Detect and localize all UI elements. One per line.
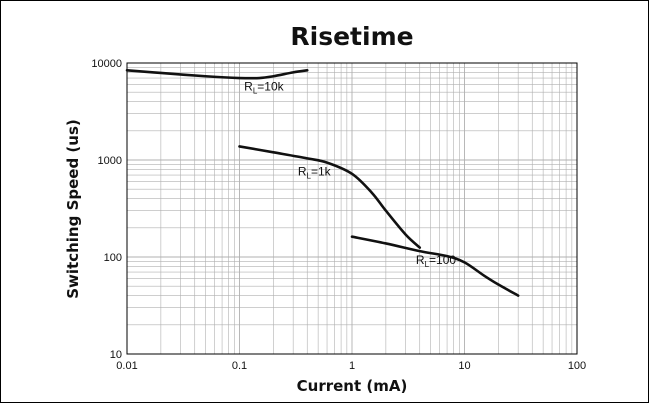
x-tick-label: 100	[568, 360, 586, 372]
series-10k-line	[125, 69, 309, 80]
y-tick-labels: 10 100 1000 10000	[91, 58, 122, 361]
label-value: =1k	[311, 165, 332, 179]
label-subscript: L	[253, 87, 258, 96]
label-main: R	[244, 80, 253, 94]
chart-title: Risetime	[290, 22, 413, 51]
label-main: R	[298, 165, 307, 179]
x-tick-label: 0.01	[116, 360, 137, 372]
plot-area-frame	[126, 62, 578, 355]
series-1k-label: RL=1k	[298, 165, 332, 181]
label-value: =100	[429, 253, 456, 267]
x-tick-labels: 0.01 0.1 1 10 100	[116, 360, 586, 372]
y-axis-label: Switching Speed (us)	[64, 119, 82, 299]
x-tick-label: 0.1	[232, 360, 247, 372]
y-tick-label: 10	[110, 349, 122, 361]
x-tick-label: 1	[349, 360, 355, 372]
series-10k-label: RL=10k	[244, 80, 284, 96]
x-tick-label: 10	[458, 360, 470, 372]
series-lines	[125, 69, 520, 297]
y-tick-label: 100	[104, 252, 122, 264]
label-subscript: L	[307, 172, 312, 181]
series-1k-line	[238, 145, 422, 249]
label-subscript: L	[425, 260, 430, 269]
series-100-line	[350, 235, 520, 297]
series-100-label: RL=100	[416, 253, 456, 269]
y-tick-label: 10000	[91, 58, 122, 70]
x-axis-label: Current (mA)	[297, 377, 408, 395]
label-main: R	[416, 253, 425, 267]
y-tick-label: 1000	[98, 155, 122, 167]
label-value: =10k	[257, 80, 284, 94]
